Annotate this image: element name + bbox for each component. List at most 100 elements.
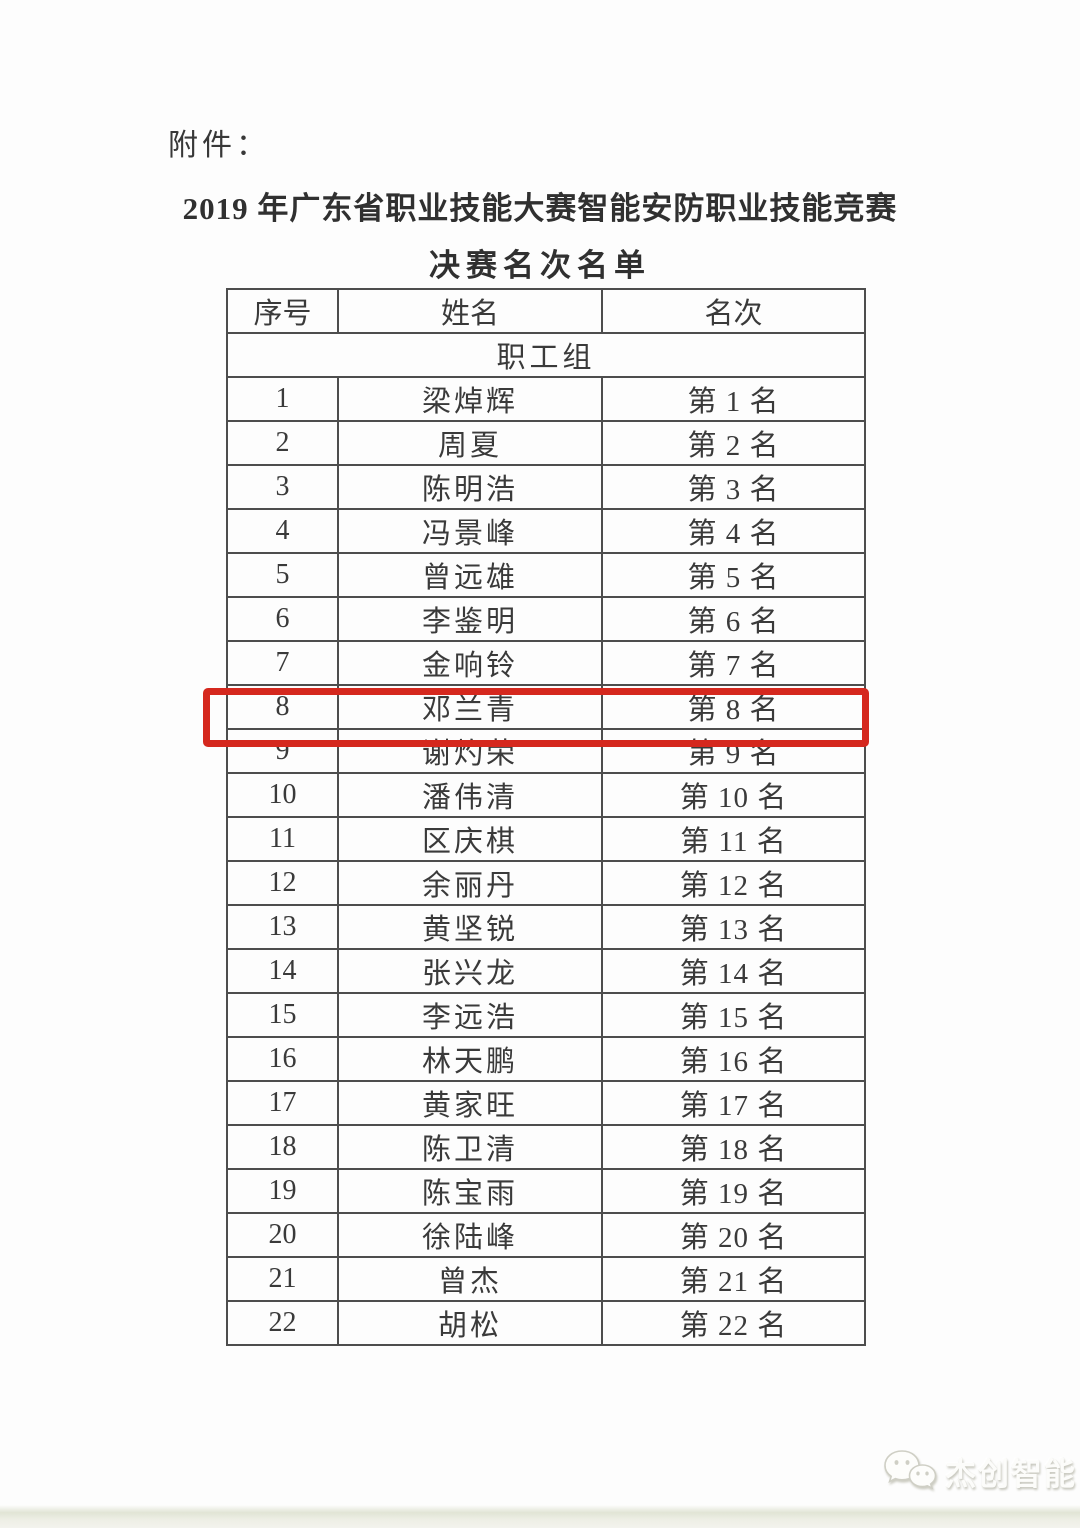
cell-no: 13	[226, 904, 339, 950]
table-row: 3 陈明浩第 3 名	[226, 464, 866, 510]
cell-no: 15	[226, 992, 339, 1038]
cell-no: 20	[226, 1212, 339, 1258]
group-row: 职工组	[226, 332, 866, 378]
cell-name: 黄坚锐	[337, 904, 603, 950]
cell-no: 5	[226, 552, 339, 598]
cell-name: 余丽丹	[337, 860, 603, 906]
table-row: 7 金响铃第 7 名	[226, 640, 866, 686]
cell-no: 14	[226, 948, 339, 994]
cell-rank: 第 13 名	[601, 904, 866, 950]
cell-rank: 第 21 名	[601, 1256, 866, 1302]
cell-rank: 第 9 名	[601, 728, 866, 774]
cell-rank: 第 5 名	[601, 552, 866, 598]
cell-no: 10	[226, 772, 339, 818]
table-row: 15 李远浩第 15 名	[226, 992, 866, 1038]
table-row: 4 冯景峰第 4 名	[226, 508, 866, 554]
table-row: 14 张兴龙第 14 名	[226, 948, 866, 994]
cell-name: 徐陆峰	[337, 1212, 603, 1258]
cell-rank: 第 8 名	[601, 684, 866, 730]
cell-name: 张兴龙	[337, 948, 603, 994]
cell-rank: 第 11 名	[601, 816, 866, 862]
watermark: 杰创智能	[882, 1448, 1077, 1494]
watermark-text: 杰创智能	[945, 1456, 1077, 1492]
cell-no: 21	[226, 1256, 339, 1302]
cell-name: 李鉴明	[337, 596, 603, 642]
cell-name: 谢灼荣	[337, 728, 603, 774]
cell-no: 4	[226, 508, 339, 554]
page-bottom-edge	[0, 1500, 1080, 1528]
table-row: 19 陈宝雨第 19 名	[226, 1168, 866, 1214]
table-row: 16 林天鹏第 16 名	[226, 1036, 866, 1082]
cell-no: 16	[226, 1036, 339, 1082]
cell-name: 区庆棋	[337, 816, 603, 862]
cell-rank: 第 19 名	[601, 1168, 866, 1214]
cell-no: 12	[226, 860, 339, 906]
table-row: 2 周夏第 2 名	[226, 420, 866, 466]
cell-rank: 第 12 名	[601, 860, 866, 906]
cell-name: 胡松	[337, 1300, 603, 1346]
cell-no: 2	[226, 420, 339, 466]
table-row: 6 李鉴明第 6 名	[226, 596, 866, 642]
column-header-rank: 名次	[601, 288, 866, 334]
cell-rank: 第 3 名	[601, 464, 866, 510]
cell-rank: 第 14 名	[601, 948, 866, 994]
table-row: 20 徐陆峰第 20 名	[226, 1212, 866, 1258]
table-row: 21 曾杰第 21 名	[226, 1256, 866, 1302]
table-row: 5 曾远雄第 5 名	[226, 552, 866, 598]
ranking-table: 序号 姓名 名次 职工组 1 梁焯辉第 1 名 2 周夏第 2 名 3 陈明浩第 3 …	[226, 288, 866, 1346]
cell-name: 潘伟清	[337, 772, 603, 818]
cell-name: 黄家旺	[337, 1080, 603, 1126]
cell-no: 9	[226, 728, 339, 774]
table-row: 11 区庆棋第 11 名	[226, 816, 866, 862]
cell-rank: 第 1 名	[601, 376, 866, 422]
cell-rank: 第 18 名	[601, 1124, 866, 1170]
cell-rank: 第 16 名	[601, 1036, 866, 1082]
attachment-label: 附件：	[168, 129, 270, 162]
column-header-no: 序号	[226, 288, 339, 334]
document-title-line2: 决赛名次名单	[429, 248, 651, 283]
cell-name: 陈明浩	[337, 464, 603, 510]
table-row: 13 黄坚锐第 13 名	[226, 904, 866, 950]
cell-name: 李远浩	[337, 992, 603, 1038]
cell-rank: 第 7 名	[601, 640, 866, 686]
cell-name: 金响铃	[337, 640, 603, 686]
wechat-icon	[884, 1450, 937, 1490]
cell-name: 曾远雄	[337, 552, 603, 598]
cell-name: 周夏	[337, 420, 603, 466]
group-label: 职工组	[226, 332, 866, 378]
cell-rank: 第 4 名	[601, 508, 866, 554]
cell-no: 19	[226, 1168, 339, 1214]
cell-name: 林天鹏	[337, 1036, 603, 1082]
cell-name: 陈宝雨	[337, 1168, 603, 1214]
table-row: 17 黄家旺第 17 名	[226, 1080, 866, 1126]
table-row: 1 梁焯辉第 1 名	[226, 376, 866, 422]
cell-rank: 第 22 名	[601, 1300, 866, 1346]
table-row-highlighted: 8 邓兰青第 8 名	[226, 684, 866, 730]
table-header-row: 序号 姓名 名次	[226, 288, 866, 334]
cell-rank: 第 10 名	[601, 772, 866, 818]
cell-no: 6	[226, 596, 339, 642]
cell-rank: 第 6 名	[601, 596, 866, 642]
cell-name: 曾杰	[337, 1256, 603, 1302]
cell-rank: 第 15 名	[601, 992, 866, 1038]
column-header-name: 姓名	[337, 288, 603, 334]
cell-no: 17	[226, 1080, 339, 1126]
cell-name: 陈卫清	[337, 1124, 603, 1170]
table-row: 22 胡松第 22 名	[226, 1300, 866, 1346]
cell-name: 冯景峰	[337, 508, 603, 554]
cell-no: 22	[226, 1300, 339, 1346]
cell-rank: 第 17 名	[601, 1080, 866, 1126]
table-row: 9 谢灼荣第 9 名	[226, 728, 866, 774]
cell-rank: 第 2 名	[601, 420, 866, 466]
cell-no: 3	[226, 464, 339, 510]
cell-no: 1	[226, 376, 339, 422]
table-row: 10 潘伟清第 10 名	[226, 772, 866, 818]
cell-no: 11	[226, 816, 339, 862]
cell-no: 8	[226, 684, 339, 730]
cell-no: 18	[226, 1124, 339, 1170]
table-row: 18 陈卫清第 18 名	[226, 1124, 866, 1170]
cell-name: 邓兰青	[337, 684, 603, 730]
cell-no: 7	[226, 640, 339, 686]
cell-name: 梁焯辉	[337, 376, 603, 422]
